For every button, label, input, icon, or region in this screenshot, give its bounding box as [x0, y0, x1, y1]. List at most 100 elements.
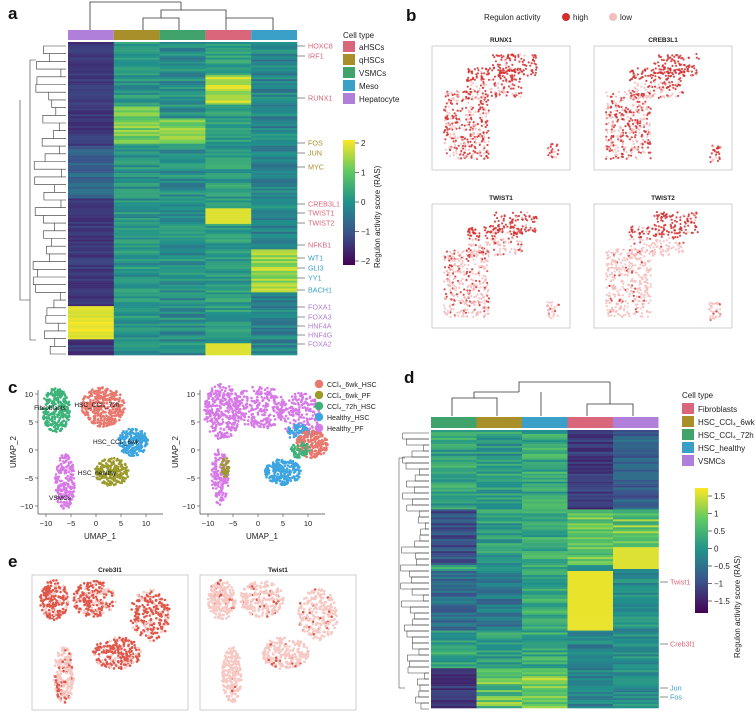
umap-point	[467, 97, 470, 100]
umap-point	[624, 106, 628, 109]
heat-cell	[205, 292, 252, 295]
heat-cell	[159, 319, 206, 323]
umap-point	[644, 264, 647, 267]
heat-cell	[251, 104, 298, 107]
umap-point	[120, 437, 123, 441]
heat-cell	[205, 86, 252, 90]
heat-cell	[68, 276, 115, 280]
umap-point	[122, 450, 126, 454]
umap-point	[87, 414, 90, 417]
umap-point	[453, 146, 456, 149]
umap-point	[646, 135, 649, 138]
umap-point	[449, 291, 453, 294]
umap-point	[102, 425, 105, 428]
umap-point	[717, 147, 720, 150]
umap-point	[505, 64, 508, 67]
umap-point	[512, 87, 515, 90]
umap-point	[656, 240, 659, 243]
umap-point	[483, 226, 486, 229]
umap-point	[631, 279, 634, 282]
umap-point	[660, 71, 663, 74]
heat-cell	[205, 223, 252, 227]
umap-point	[469, 135, 472, 138]
x-tick-label: 0	[256, 519, 260, 528]
umap-point	[494, 226, 497, 230]
umap-point	[682, 214, 685, 217]
umap-point	[646, 282, 649, 285]
umap-point	[493, 239, 496, 242]
umap-point	[719, 147, 722, 150]
umap-point	[475, 314, 478, 317]
legend-swatch-qHSCs	[343, 54, 355, 65]
x-tick-label: −10	[202, 519, 215, 528]
umap-point	[495, 211, 498, 214]
umap-point	[107, 411, 111, 414]
umap-point	[500, 54, 503, 57]
umap-point	[678, 62, 681, 65]
heat-cell	[68, 304, 115, 307]
umap-point	[466, 121, 469, 124]
heat-cell	[251, 249, 298, 252]
umap-point	[468, 243, 471, 246]
heat-cell	[113, 88, 160, 92]
heat-cell	[205, 225, 252, 229]
heat-cell	[68, 259, 115, 262]
umap-point	[529, 64, 532, 67]
umap-point	[616, 290, 619, 293]
umap-point	[679, 79, 682, 82]
heat-cell	[159, 227, 206, 231]
umap-point	[629, 286, 633, 289]
umap-point	[512, 234, 515, 237]
heat-cell	[113, 153, 160, 156]
umap-point	[610, 299, 613, 302]
heat-cell	[68, 102, 115, 105]
umap-point	[611, 120, 615, 123]
umap-point	[481, 277, 484, 280]
umap-point	[227, 435, 230, 438]
umap-point	[221, 394, 225, 397]
heat-cell	[205, 311, 252, 315]
heat-cell	[251, 220, 298, 223]
heat-cell	[159, 216, 206, 219]
umap-point	[651, 227, 654, 230]
umap-point	[660, 245, 663, 248]
umap-point	[518, 60, 521, 63]
umap-point	[712, 149, 715, 152]
umap-point	[660, 231, 664, 234]
heat-cell	[205, 327, 252, 330]
umap-point	[225, 415, 228, 419]
umap-point	[642, 96, 645, 99]
heat-cell	[68, 151, 115, 154]
umap-point	[634, 125, 638, 128]
umap-point	[660, 233, 663, 236]
umap-point	[524, 215, 527, 218]
heat-cell	[205, 206, 252, 209]
umap-point	[234, 393, 237, 396]
umap-point	[709, 315, 712, 318]
umap-point	[631, 231, 634, 234]
umap-point	[502, 71, 505, 74]
heat-cell	[68, 173, 115, 176]
heat-cell	[113, 278, 160, 281]
umap-point	[66, 474, 69, 478]
umap-point	[483, 305, 486, 308]
umap-point	[445, 297, 448, 300]
umap-point	[215, 434, 219, 438]
heat-cell	[68, 139, 115, 143]
umap-point	[635, 93, 638, 96]
umap-point	[448, 98, 451, 101]
heat-cell	[159, 241, 206, 244]
panel-letter-e: e	[8, 552, 18, 571]
umap-point	[621, 153, 624, 156]
heat-cell	[251, 223, 298, 227]
umap-point	[481, 253, 485, 256]
umap-point	[478, 89, 481, 92]
heat-cell	[113, 49, 160, 53]
umap-point	[495, 92, 498, 95]
umap-point	[511, 92, 514, 96]
umap-point	[491, 225, 495, 228]
heat-cell	[251, 294, 298, 297]
umap-point	[115, 397, 119, 401]
umap-point	[452, 115, 455, 118]
umap-point	[462, 153, 465, 156]
